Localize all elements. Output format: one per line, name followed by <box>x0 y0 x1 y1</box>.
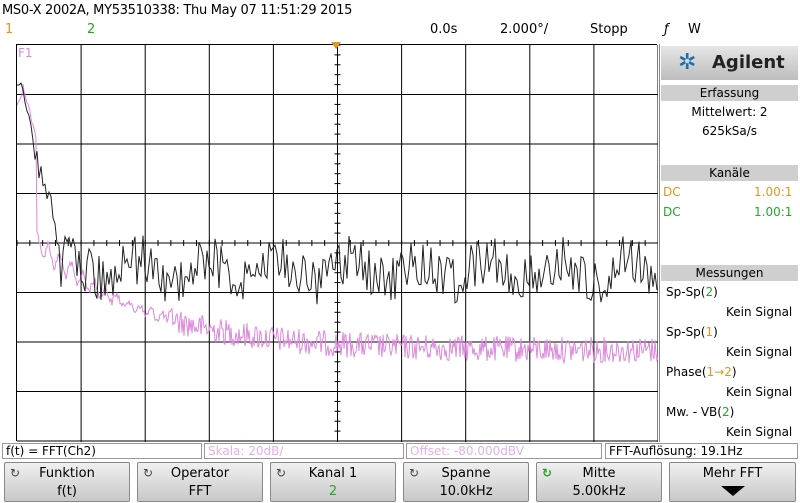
softkey-operator[interactable]: ↻ Operator FFT <box>137 462 263 502</box>
measurement-1-label: Sp-Sp(2) <box>666 285 718 299</box>
rotate-knob-icon: ↻ <box>276 466 287 480</box>
run-state: Stopp <box>590 22 628 37</box>
fft-resolution-status: FFT-Auflösung: 19.1Hz <box>605 443 798 459</box>
agilent-spark-icon: ✲ <box>678 50 697 75</box>
measurement-2-value: Kein Signal <box>726 345 793 359</box>
math-offset-status: Offset: -80.000dBV <box>406 443 602 459</box>
chevron-down-icon <box>721 486 745 496</box>
softkey-more-fft[interactable]: Mehr FFT <box>669 462 796 502</box>
softkey-center[interactable]: ↻ Mitte 5.00kHz <box>536 462 662 502</box>
trigger-icon: ƒ <box>664 22 669 37</box>
measurement-2-label: Sp-Sp(1) <box>666 325 718 339</box>
waveform-display[interactable] <box>16 44 658 442</box>
brand-logo <box>661 46 798 80</box>
instrument-title: MS0-X 2002A, MY53510338: Thu May 07 11:5… <box>2 3 353 18</box>
channel-2-indicator[interactable]: 2 <box>87 22 96 37</box>
channel-1-indicator[interactable]: 1 <box>5 22 14 37</box>
waveform-svg <box>17 45 658 442</box>
channel-2-scale: 1.00:1 <box>754 205 793 219</box>
fft-trace <box>17 83 658 365</box>
softkey-span-value: 10.0kHz <box>439 484 493 499</box>
timebase-setting: 2.000°/ <box>500 22 549 37</box>
measurement-4-label: Mw. - VB(2) <box>666 405 735 419</box>
softkey-span-label: Spanne <box>441 466 491 481</box>
measurement-1-value: Kein Signal <box>726 305 793 319</box>
softkey-bar <box>0 460 800 503</box>
top-status-bar <box>0 0 800 44</box>
math-scale-status: Skala: 20dB/ <box>204 443 404 459</box>
time-position: 0.0s <box>430 22 458 37</box>
brand-name: Agilent <box>712 52 785 73</box>
rotate-knob-icon: ↻ <box>143 466 154 480</box>
channels-heading: Kanäle <box>661 165 798 181</box>
softkey-more-fft-label: Mehr FFT <box>702 466 763 481</box>
softkey-operator-value: FFT <box>188 484 212 499</box>
channel-1-scale: 1.00:1 <box>754 185 793 199</box>
channel-2-trace <box>17 82 658 305</box>
rotate-knob-icon: ↻ <box>10 466 21 480</box>
trigger-position-marker[interactable] <box>331 42 341 49</box>
math-trace-label: F1 <box>18 46 33 60</box>
softkey-source-value: 2 <box>328 484 338 499</box>
softkey-center-value: 5.00kHz <box>572 484 626 499</box>
acquisition-rate: 625kSa/s <box>701 124 758 138</box>
measurement-3-label: Phase(1→2) <box>666 365 737 379</box>
acquisition-heading: Erfassung <box>661 85 798 101</box>
math-function-status: f(t) = FFT(Ch2) <box>2 443 202 459</box>
softkey-function-label: Funktion <box>39 466 95 481</box>
softkey-operator-label: Operator <box>170 466 230 481</box>
side-panel <box>659 44 800 442</box>
softkey-center-label: Mitte <box>582 466 616 481</box>
softkey-span[interactable]: ↻ Spanne 10.0kHz <box>403 462 529 502</box>
softkey-function[interactable]: ↻ Funktion f(t) <box>4 462 130 502</box>
measurement-3-value: Kein Signal <box>726 385 793 399</box>
softkey-source[interactable]: ↻ Kanal 1 2 <box>270 462 396 502</box>
channel-2-coupling: DC <box>663 205 681 219</box>
measurement-4-value: Kein Signal <box>726 425 793 439</box>
softkey-function-value: f(t) <box>57 484 77 499</box>
trigger-channel: W <box>688 22 701 37</box>
measurements-heading: Messungen <box>661 265 798 281</box>
acquisition-mode: Mittelwert: 2 <box>691 105 768 119</box>
softkey-source-label: Kanal 1 <box>308 466 358 481</box>
rotate-knob-icon: ↻ <box>409 466 420 480</box>
channel-1-coupling: DC <box>663 185 681 199</box>
active-knob-icon: ↻ <box>542 466 553 480</box>
